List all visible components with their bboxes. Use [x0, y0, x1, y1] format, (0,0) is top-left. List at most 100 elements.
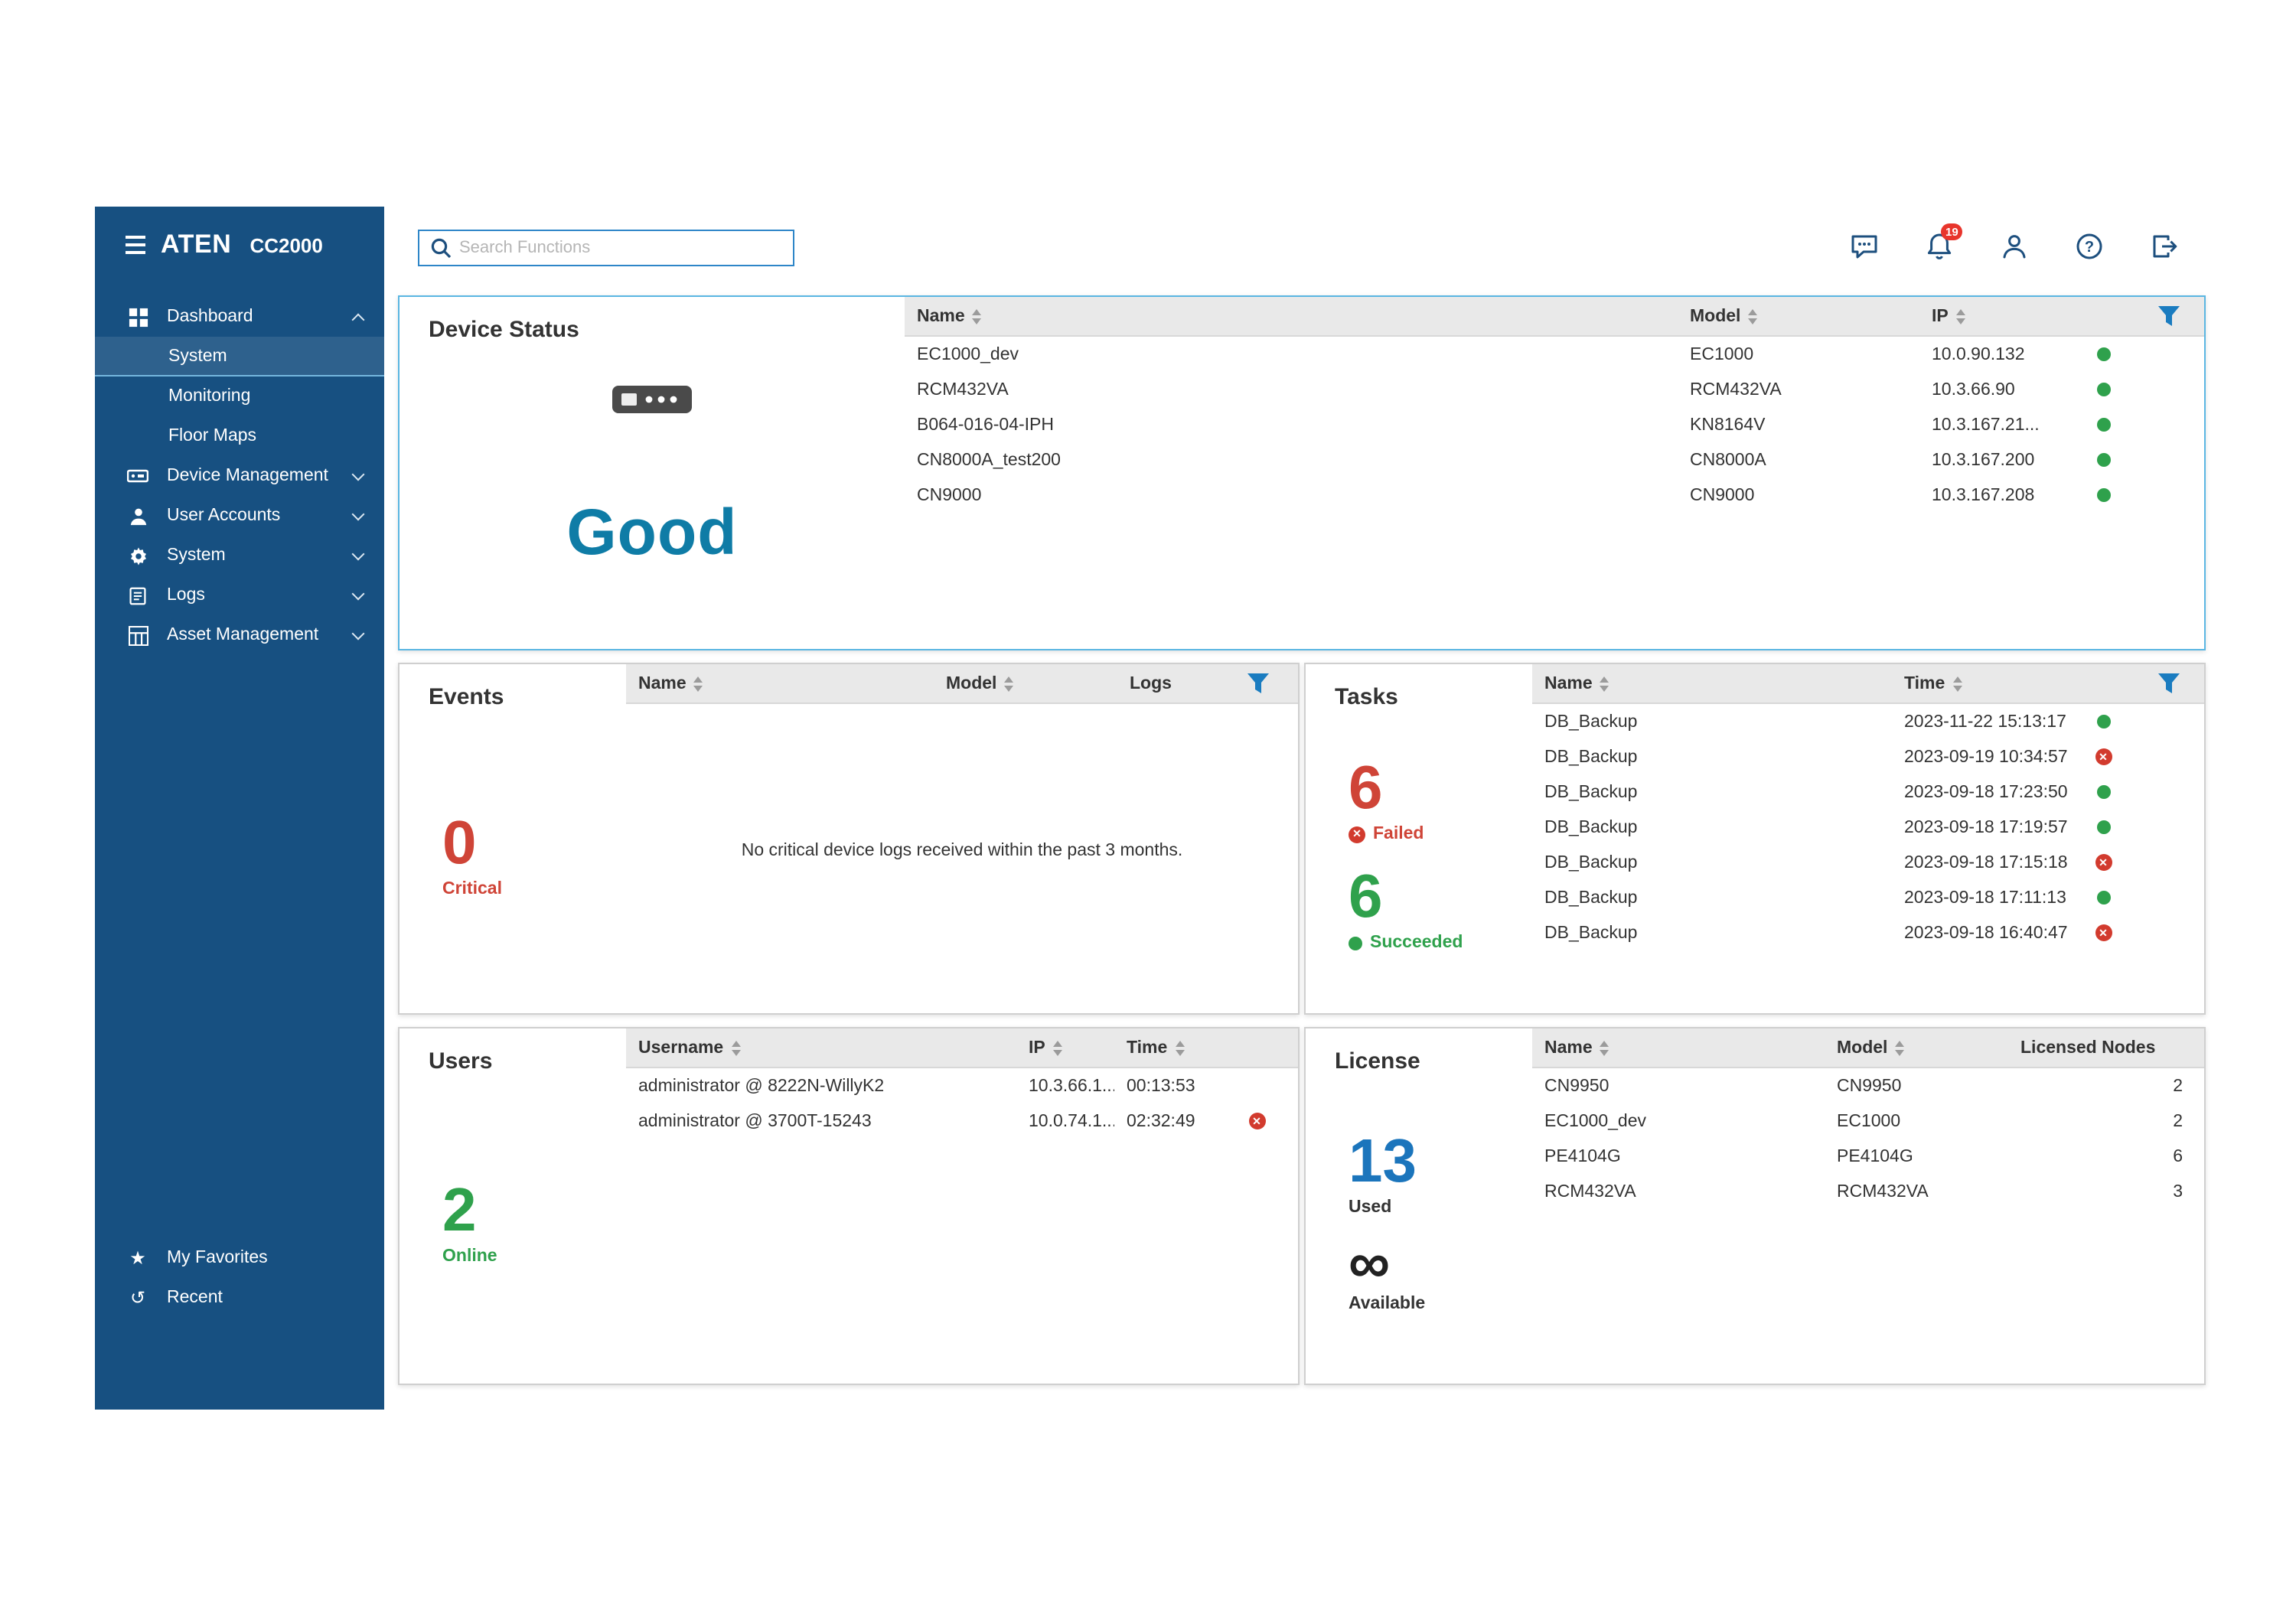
cell-name: CN9000: [917, 486, 982, 504]
logout-icon[interactable]: [2149, 231, 2180, 262]
th-name[interactable]: Name: [1532, 1028, 1825, 1067]
aten-logo: ATEN: [161, 230, 232, 259]
cell-ip: 10.0.74.1...: [1029, 1112, 1114, 1130]
table-row[interactable]: RCM432VA RCM432VA 10.3.66.90: [905, 372, 2204, 407]
th-ip[interactable]: IP: [1919, 297, 2073, 335]
table-row[interactable]: administrator @ 8222N-WillyK2 10.3.66.1.…: [626, 1068, 1298, 1103]
events-stats: 0 Critical: [400, 710, 626, 1013]
table-row[interactable]: RCM432VA RCM432VA 3: [1532, 1174, 2204, 1209]
help-icon[interactable]: ?: [2074, 231, 2105, 262]
chat-icon[interactable]: [1849, 231, 1880, 262]
th-username[interactable]: Username: [626, 1028, 1016, 1067]
cell-name: DB_Backup: [1544, 748, 1638, 766]
table-row[interactable]: B064-016-04-IPH KN8164V 10.3.167.21...: [905, 407, 2204, 442]
sidebar-item-floor-maps[interactable]: Floor Maps: [95, 416, 384, 456]
filter-icon[interactable]: [2134, 297, 2204, 335]
sidebar-item-user-accounts[interactable]: User Accounts: [95, 496, 384, 536]
tasks-panel: Tasks 6 Failed 6 Succeeded Name Time: [1304, 663, 2206, 1015]
th-model[interactable]: Model: [1825, 1028, 2008, 1067]
table-row[interactable]: DB_Backup 2023-11-22 15:13:17: [1532, 704, 2204, 739]
sidebar-item-label: User Accounts: [167, 507, 281, 525]
cell-username: administrator @ 8222N-WillyK2: [638, 1077, 885, 1095]
table-row[interactable]: CN8000A_test200 CN8000A 10.3.167.200: [905, 442, 2204, 478]
sidebar-item-my-favorites[interactable]: ★ My Favorites: [95, 1238, 384, 1278]
table-row[interactable]: PE4104G PE4104G 6: [1532, 1139, 2204, 1174]
sidebar-item-recent[interactable]: ↺ Recent: [95, 1278, 384, 1318]
sort-icon: [1175, 1040, 1185, 1055]
chevron-down-icon: [351, 626, 365, 640]
sidebar-item-monitoring[interactable]: Monitoring: [95, 376, 384, 416]
notification-badge: 19: [1941, 223, 1963, 240]
table-body: administrator @ 8222N-WillyK2 10.3.66.1.…: [626, 1068, 1298, 1384]
device-status-summary: Device Status Good: [400, 297, 905, 649]
sidebar-item-system-settings[interactable]: System: [95, 536, 384, 575]
events-table: Name Model Logs No critical device logs …: [626, 664, 1298, 1013]
cell-licensed-nodes: 2: [2173, 1112, 2183, 1130]
table-header: Name Model Logs: [626, 664, 1298, 704]
sort-icon: [1952, 676, 1962, 691]
sidebar-item-asset-management[interactable]: Asset Management: [95, 615, 384, 655]
cell-name: DB_Backup: [1544, 853, 1638, 872]
cell-name: RCM432VA: [1544, 1182, 1636, 1201]
th-model[interactable]: Model: [1678, 297, 1919, 335]
table-row[interactable]: administrator @ 3700T-15243 10.0.74.1...…: [626, 1103, 1298, 1139]
sidebar-item-logs[interactable]: Logs: [95, 575, 384, 615]
cell-status: [2073, 810, 2134, 845]
cell-name: CN9950: [1544, 1077, 1609, 1095]
search-input[interactable]: [459, 231, 793, 265]
table-row[interactable]: EC1000_dev EC1000 2: [1532, 1103, 2204, 1139]
table-row[interactable]: EC1000_dev EC1000 10.0.90.132: [905, 337, 2204, 372]
th-name[interactable]: Name: [905, 297, 1678, 335]
th-time[interactable]: Time: [1114, 1028, 1215, 1067]
sidebar-item-dashboard[interactable]: Dashboard: [95, 297, 384, 337]
status-icon: [2095, 924, 2112, 941]
cell-status: [1215, 1068, 1298, 1103]
th-ip[interactable]: IP: [1016, 1028, 1114, 1067]
sidebar-item-system-dashboard[interactable]: System: [95, 337, 384, 376]
sidebar-header: ATEN CC2000: [95, 207, 384, 279]
sidebar-item-device-management[interactable]: Device Management: [95, 456, 384, 496]
svg-text:?: ?: [2085, 239, 2094, 256]
cell-name: RCM432VA: [917, 380, 1009, 399]
table-header: Name Model Licensed Nodes: [1532, 1028, 2204, 1068]
license-panel: License 13 Used ∞ Available Name Model L…: [1304, 1027, 2206, 1385]
tasks-stats: 6 Failed 6 Succeeded: [1306, 710, 1532, 1013]
sort-icon: [731, 1040, 741, 1055]
th-name[interactable]: Name: [1532, 664, 1892, 702]
device-visual: Good: [400, 343, 905, 649]
panel-title: Users: [429, 1048, 493, 1074]
cell-username: administrator @ 3700T-15243: [638, 1112, 872, 1130]
table-row[interactable]: DB_Backup 2023-09-18 16:40:47: [1532, 915, 2204, 950]
cell-model: EC1000: [1690, 345, 1754, 363]
status-icon: [2096, 383, 2110, 396]
th-status: [2073, 297, 2134, 335]
hamburger-icon[interactable]: [126, 236, 145, 254]
cell-name: EC1000_dev: [1544, 1112, 1646, 1130]
status-icon: [2096, 453, 2110, 467]
table-row[interactable]: CN9000 CN9000 10.3.167.208: [905, 478, 2204, 513]
cell-status: [2073, 407, 2134, 442]
bell-icon[interactable]: 19: [1924, 223, 1963, 262]
th-logs[interactable]: Logs: [1130, 674, 1172, 693]
filter-icon[interactable]: [1218, 664, 1298, 702]
cell-licensed-nodes: 3: [2173, 1182, 2183, 1201]
th-licensed-nodes[interactable]: Licensed Nodes: [2020, 1038, 2156, 1057]
th-model[interactable]: Model: [934, 664, 1117, 702]
th-time[interactable]: Time: [1892, 664, 2073, 702]
filter-icon[interactable]: [2134, 664, 2204, 702]
table-row[interactable]: DB_Backup 2023-09-18 17:23:50: [1532, 774, 2204, 810]
succeeded-count: 6: [1349, 863, 1383, 931]
infinity-icon: ∞: [1349, 1231, 1391, 1296]
cell-ip: 10.3.167.200: [1932, 451, 2035, 469]
succeeded-label: Succeeded: [1370, 934, 1463, 952]
table-row[interactable]: DB_Backup 2023-09-18 17:11:13: [1532, 880, 2204, 915]
critical-count: 0: [442, 809, 477, 876]
table-row[interactable]: DB_Backup 2023-09-18 17:19:57: [1532, 810, 2204, 845]
th-name[interactable]: Name: [626, 664, 934, 702]
table-row[interactable]: CN9950 CN9950 2: [1532, 1068, 2204, 1103]
account-icon[interactable]: [1999, 231, 2030, 262]
table-row[interactable]: DB_Backup 2023-09-18 17:15:18: [1532, 845, 2204, 880]
table-row[interactable]: DB_Backup 2023-09-19 10:34:57: [1532, 739, 2204, 774]
cell-status: [2073, 739, 2134, 774]
license-summary: License 13 Used ∞ Available: [1306, 1028, 1532, 1384]
